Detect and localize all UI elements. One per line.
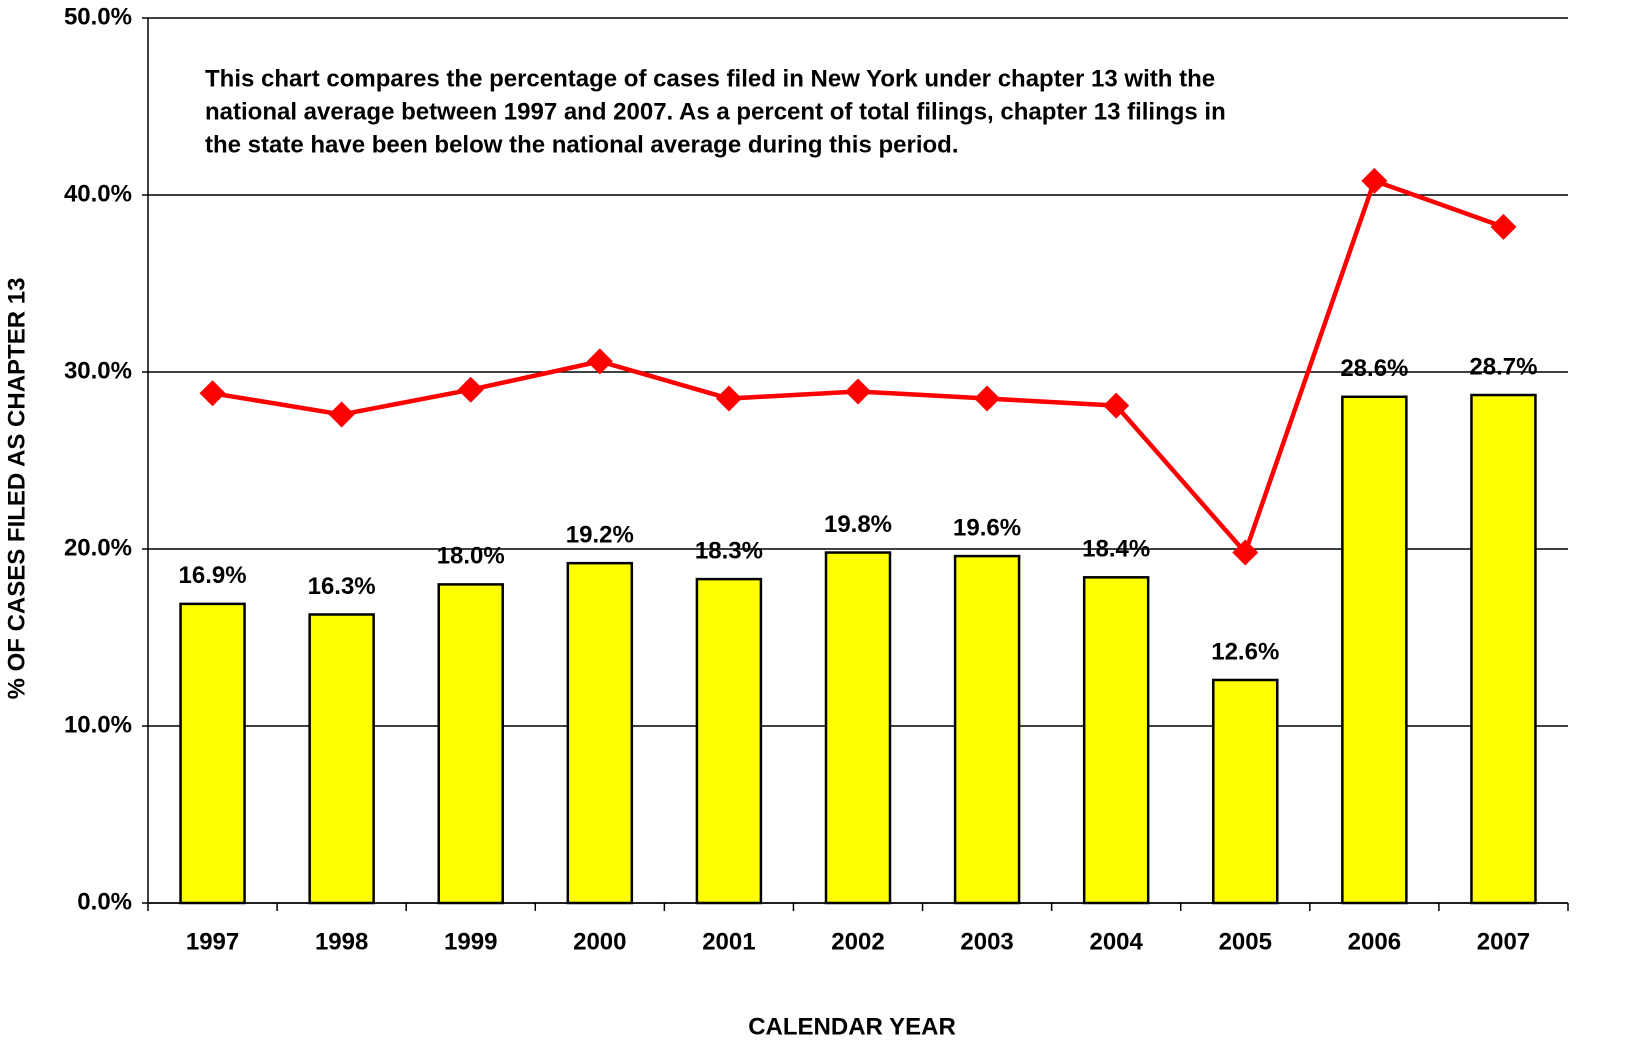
x-tick-label: 1999 [444,928,497,955]
y-tick-label: 40.0% [64,180,132,207]
marker [1103,392,1130,419]
x-tick-label: 2005 [1219,928,1272,955]
bar [1470,393,1537,905]
data-label: 12.6% [1211,638,1279,665]
marker [845,378,871,405]
data-label: 28.6% [1340,355,1408,382]
marker [328,401,355,428]
bar [179,602,246,905]
x-tick-label: 2000 [573,928,626,955]
bar [1341,395,1408,905]
x-tick-label: 1997 [186,928,239,955]
x-tick-label: 2007 [1477,928,1530,955]
marker [586,348,613,375]
marker [715,385,742,412]
data-label: 18.4% [1082,536,1150,563]
y-tick-label: 10.0% [64,711,132,738]
data-label: 18.3% [695,537,763,564]
data-label: 19.2% [566,522,634,549]
data-label: 19.8% [824,511,892,538]
marker [457,376,484,403]
data-label: 19.6% [953,514,1021,541]
marker [1361,167,1388,194]
line [212,177,1505,557]
marker [974,385,1001,412]
annotation: This chart compares the percentage of ca… [205,65,1215,92]
marker [1232,539,1259,566]
data-label: 16.9% [179,562,247,589]
y-axis-label: % OF CASES FILED AS CHAPTER 13 [3,278,30,700]
bar [695,577,763,905]
y-tick-label: 30.0% [64,357,132,384]
x-axis-label: CALENDAR YEAR [748,1013,956,1040]
bar [1082,576,1150,905]
y-tick-label: 50.0% [64,3,132,30]
bar [437,583,504,905]
bar [566,561,634,905]
marker [199,380,226,407]
bar [824,551,892,905]
marker [1490,213,1517,240]
x-tick-label: 2003 [960,928,1013,955]
annotation: national average between 1997 and 2007. … [205,98,1226,125]
x-tick-label: 2001 [702,928,755,955]
annotation: the state have been below the national a… [205,131,959,158]
x-tick-label: 2002 [831,928,884,955]
y-tick-label: 0.0% [77,888,132,915]
bar [953,554,1021,905]
data-label: 28.7% [1469,353,1537,380]
bar [308,613,375,905]
x-tick-label: 2006 [1348,928,1401,955]
data-label: 18.0% [437,543,505,570]
x-tick-label: 2004 [1089,928,1143,955]
data-label: 16.3% [308,573,376,600]
y-tick-label: 20.0% [64,534,132,561]
bar [1212,678,1279,905]
x-tick-label: 1998 [315,928,368,955]
